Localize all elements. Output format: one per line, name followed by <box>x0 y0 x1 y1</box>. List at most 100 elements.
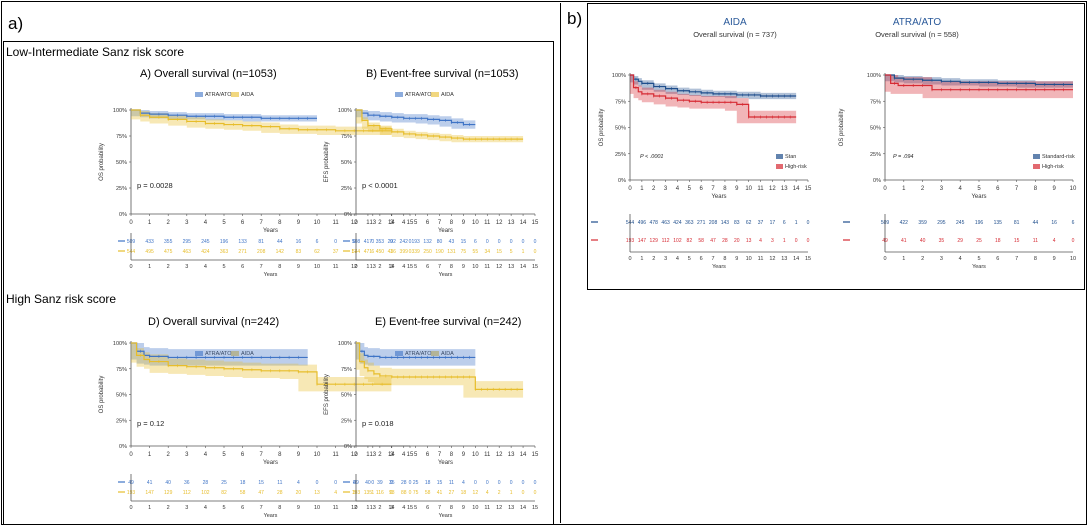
chart-atra-risk-value: 135 <box>994 220 1003 226</box>
chart-atra-x-label: Years <box>971 194 986 200</box>
chart-e-risk-value: 39 <box>377 480 383 486</box>
chart-e-risk-value: 0 <box>498 480 501 486</box>
chart-aida-risk-value: 102 <box>673 238 682 244</box>
chart-b-risk-tick-label: 4 <box>402 264 405 270</box>
chart-aida-x-tick-label: 9 <box>735 186 739 192</box>
chart-d-pvalue: p = 0.12 <box>137 419 164 428</box>
chart-b-risk-value: 399 <box>400 249 409 255</box>
chart-e-x-tick-label: 3 <box>390 452 394 458</box>
chart-a-risk-value: 6 <box>316 239 319 245</box>
chart-e-legend-swatch <box>431 351 439 356</box>
chart-a-y-tick-label: 25% <box>116 186 127 192</box>
chart-atra-risk-value: 35 <box>939 238 945 244</box>
chart-e-y-tick-label: 75% <box>341 367 352 373</box>
chart-e-risk-value: 35 <box>389 480 395 486</box>
chart-b-risk-value: 0 <box>522 239 525 245</box>
chart-a-risk-value: 495 <box>145 249 154 255</box>
chart-a-risk-value: 6 <box>371 249 374 255</box>
chart-b-y-tick-label: 50% <box>341 160 352 166</box>
chart-a-risk-tick-label: 9 <box>297 264 300 270</box>
chart-e-risk-value: 15 <box>437 480 443 486</box>
chart-aida-x-tick-label: 12 <box>769 186 776 192</box>
chart-a-risk-value: 475 <box>164 249 173 255</box>
chart-b-risk-tick-label: 10 <box>472 264 478 270</box>
chart-b-x-tick-label: 11 <box>484 220 491 226</box>
chart-e-x-label: Years <box>438 460 453 466</box>
chart-d-risk-tick-label: 11 <box>333 505 339 511</box>
chart-aida-risk-value: 62 <box>746 220 752 226</box>
chart-d-risk-value: 3 <box>353 490 356 496</box>
chart-atra-risk-value: 359 <box>918 220 927 226</box>
chart-d-x-tick-label: 14 <box>388 452 395 458</box>
chart-a-risk-value: 44 <box>277 239 283 245</box>
chart-e-risk-value: 0 <box>474 480 477 486</box>
chart-e-risk-tick-label: 9 <box>462 505 465 511</box>
chart-aida-risk-value: 424 <box>673 220 682 226</box>
chart-aida-y-tick-label: 75% <box>615 99 626 105</box>
chart-e-x-tick-label: 2 <box>378 452 382 458</box>
chart-d-risk-value: 0 <box>334 480 337 486</box>
chart-a-risk-value: 463 <box>183 249 192 255</box>
chart-aida-x-tick-label: 0 <box>628 186 632 192</box>
chart-d-legend-swatch <box>231 351 239 356</box>
chart-atra-risk-value: 29 <box>957 238 963 244</box>
chart-e-legend-swatch <box>395 351 403 356</box>
chart-d-risk-tick-label: 13 <box>370 505 376 511</box>
chart-atra-risk-tick-label: 2 <box>921 256 924 262</box>
chart-atra-risk-value: 15 <box>1014 238 1020 244</box>
chart-aida-x-tick-label: 4 <box>676 186 680 192</box>
chart-d-x-tick-label: 4 <box>204 452 208 458</box>
chart-a-risk-value: 37 <box>333 249 339 255</box>
panel-a-label: a) <box>8 14 24 33</box>
chart-a-y-tick-label: 75% <box>116 134 127 140</box>
chart-aida-x-tick-label: 6 <box>700 186 704 192</box>
chart-e-risk-value: 75 <box>413 490 419 496</box>
chart-b-risk-value: 450 <box>376 249 385 255</box>
chart-a-y-tick-label: 100% <box>113 108 127 114</box>
chart-atra-risk-value: 11 <box>1033 238 1038 244</box>
chart-aida-risk-value: 13 <box>746 238 752 244</box>
chart-a-risk-value: 62 <box>314 249 320 255</box>
chart-e-risk-tick-label: 11 <box>484 505 490 511</box>
chart-e-risk-tick-label: 14 <box>520 505 526 511</box>
chart-aida-risk-value: 47 <box>710 238 716 244</box>
chart-d-risk-value: 112 <box>183 490 191 496</box>
chart-d-risk-tick-label: 2 <box>167 505 170 511</box>
chart-a-x-tick-label: 10 <box>314 220 321 226</box>
chart-e-x-tick-label: 12 <box>496 452 503 458</box>
chart-atra-risk-value: 18 <box>995 238 1001 244</box>
chart-d-risk-tick-label: 3 <box>185 505 188 511</box>
chart-atra-subtitle: Overall survival (n = 558) <box>875 30 959 39</box>
chart-e-risk-value: 18 <box>461 490 467 496</box>
chart-e-risk-value: 12 <box>473 490 479 496</box>
chart-atra-risk-value: 16 <box>1051 220 1057 226</box>
chart-a-x-label: Years <box>263 228 278 234</box>
chart-a-risk-tick-label: 11 <box>333 264 339 270</box>
chart-e-risk-tick-label: 4 <box>402 505 405 511</box>
chart-aida-risk-tick-label: 14 <box>793 256 799 262</box>
chart-d-risk-value: 36 <box>184 480 190 486</box>
chart-b-x-tick-label: 4 <box>402 220 406 226</box>
chart-aida-x-tick-label: 11 <box>757 186 764 192</box>
chart-d-risk-value: 4 <box>297 480 300 486</box>
chart-d-y-tick-label: 75% <box>116 367 127 373</box>
chart-a-risk-tick-label: 5 <box>222 264 225 270</box>
chart-b-y-tick-label: 0% <box>344 212 352 218</box>
chart-aida-y-tick-label: 25% <box>615 152 626 158</box>
chart-b-risk-tick-label: 9 <box>462 264 465 270</box>
chart-d-ci-band <box>131 343 392 392</box>
chart-d-x-tick-label: 3 <box>185 452 189 458</box>
chart-aida-risk-x-label: Years <box>712 264 726 270</box>
chart-a-x-tick-label: 8 <box>278 220 282 226</box>
chart-a-risk-tick-label: 6 <box>241 264 244 270</box>
chart-e-x-tick-label: 0 <box>354 452 358 458</box>
chart-e-risk-tick-label: 8 <box>450 505 453 511</box>
chart-e-risk-tick-label: 1 <box>366 505 369 511</box>
chart-atra-risk-tick-label: 9 <box>1053 256 1056 262</box>
chart-atra-y-tick-label: 25% <box>870 152 881 158</box>
chart-d-x-tick-label: 12 <box>351 452 358 458</box>
chart-e-y-label: EFS probability <box>324 374 330 415</box>
chart-b-legend-label: ATRA/ATO <box>405 92 432 98</box>
chart-e-y-tick-label: 0% <box>344 444 352 450</box>
section-high-risk: High Sanz risk score <box>6 292 117 306</box>
